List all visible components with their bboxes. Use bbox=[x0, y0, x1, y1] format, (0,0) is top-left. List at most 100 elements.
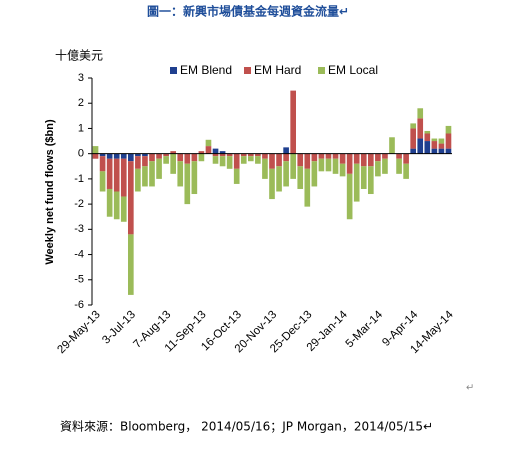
bar bbox=[170, 153, 176, 174]
bar bbox=[290, 90, 296, 154]
bar bbox=[184, 163, 191, 205]
bar bbox=[445, 133, 452, 149]
bar bbox=[353, 153, 360, 164]
bar bbox=[346, 173, 353, 220]
bar bbox=[212, 148, 219, 154]
x-tick-label: 5-Mar-14 bbox=[344, 308, 386, 350]
y-tick-label: -3 bbox=[74, 223, 84, 235]
bar bbox=[389, 137, 395, 154]
bar bbox=[99, 156, 106, 172]
bar bbox=[339, 153, 346, 164]
y-tick-label: -5 bbox=[74, 274, 84, 286]
bar bbox=[106, 153, 113, 159]
bar bbox=[297, 166, 304, 189]
bar bbox=[233, 153, 240, 169]
x-tick-label: 29-May-13 bbox=[55, 309, 102, 356]
bar bbox=[99, 171, 106, 192]
bar bbox=[262, 158, 268, 179]
bar bbox=[212, 156, 219, 164]
bar bbox=[226, 153, 233, 157]
bar bbox=[198, 151, 205, 154]
bar bbox=[431, 148, 438, 154]
bar bbox=[438, 143, 445, 149]
bar bbox=[339, 163, 346, 177]
bar bbox=[240, 156, 247, 164]
bar bbox=[283, 153, 289, 162]
bar bbox=[233, 168, 240, 184]
bar bbox=[113, 153, 120, 159]
bar bbox=[135, 156, 141, 169]
bar bbox=[368, 153, 374, 167]
bar bbox=[248, 156, 254, 162]
bar bbox=[205, 139, 212, 147]
bar bbox=[424, 133, 431, 142]
bar bbox=[403, 163, 409, 179]
bar bbox=[212, 153, 219, 157]
bar bbox=[184, 153, 191, 164]
bar bbox=[163, 156, 169, 164]
bar bbox=[304, 153, 311, 169]
bar bbox=[417, 108, 424, 119]
bar bbox=[438, 138, 445, 144]
bar bbox=[149, 153, 155, 162]
bar bbox=[113, 191, 120, 220]
bar bbox=[135, 153, 141, 157]
y-tick-label: 1 bbox=[78, 122, 84, 134]
y-tick-label: -4 bbox=[74, 248, 84, 260]
legend-label: EM Blend bbox=[180, 63, 232, 77]
bar bbox=[290, 153, 296, 179]
y-tick-label: -2 bbox=[74, 198, 84, 210]
bar bbox=[113, 158, 120, 192]
bar bbox=[318, 158, 325, 172]
bar bbox=[311, 153, 318, 162]
bar bbox=[128, 161, 134, 235]
bar bbox=[262, 153, 268, 159]
bar bbox=[142, 166, 148, 187]
bar bbox=[445, 148, 452, 154]
bar bbox=[128, 153, 134, 162]
bar bbox=[120, 196, 127, 222]
page-title: 圖一：新興市場債基金每週資金流量↵ bbox=[147, 4, 349, 19]
bar bbox=[106, 188, 113, 217]
y-tick-label: -1 bbox=[74, 173, 84, 185]
bar bbox=[410, 128, 416, 149]
footer: 資料來源：Bloomberg， 2014/05/16；JP Morgan，201… bbox=[60, 420, 433, 434]
bar bbox=[177, 161, 184, 187]
bar bbox=[325, 153, 332, 159]
bar bbox=[382, 153, 388, 159]
bar bbox=[360, 166, 367, 189]
paragraph-mark: ↵ bbox=[466, 383, 474, 394]
bar bbox=[283, 161, 289, 187]
bar bbox=[311, 161, 318, 187]
legend-label: EM Local bbox=[328, 63, 378, 77]
bar bbox=[92, 153, 99, 159]
bar bbox=[269, 153, 275, 169]
bar bbox=[191, 153, 198, 162]
bar bbox=[205, 146, 212, 154]
bar bbox=[396, 153, 402, 159]
bar bbox=[156, 158, 162, 179]
bar bbox=[353, 163, 360, 202]
bar bbox=[424, 130, 431, 134]
bar bbox=[438, 148, 445, 154]
bar bbox=[304, 168, 311, 207]
bar bbox=[99, 153, 106, 157]
bar bbox=[360, 153, 367, 167]
bar bbox=[163, 153, 169, 157]
bar bbox=[106, 158, 113, 189]
bar bbox=[255, 153, 261, 157]
legend-swatch bbox=[170, 67, 177, 74]
y-tick-label: 2 bbox=[78, 97, 84, 109]
bar bbox=[417, 118, 424, 139]
bar bbox=[128, 234, 134, 295]
bar bbox=[431, 141, 438, 149]
bar bbox=[248, 153, 254, 157]
bar bbox=[417, 138, 424, 154]
bar bbox=[226, 156, 233, 169]
bar bbox=[424, 141, 431, 154]
bar bbox=[368, 166, 374, 195]
bar bbox=[142, 156, 148, 167]
bar bbox=[431, 138, 438, 142]
bar bbox=[120, 158, 127, 197]
